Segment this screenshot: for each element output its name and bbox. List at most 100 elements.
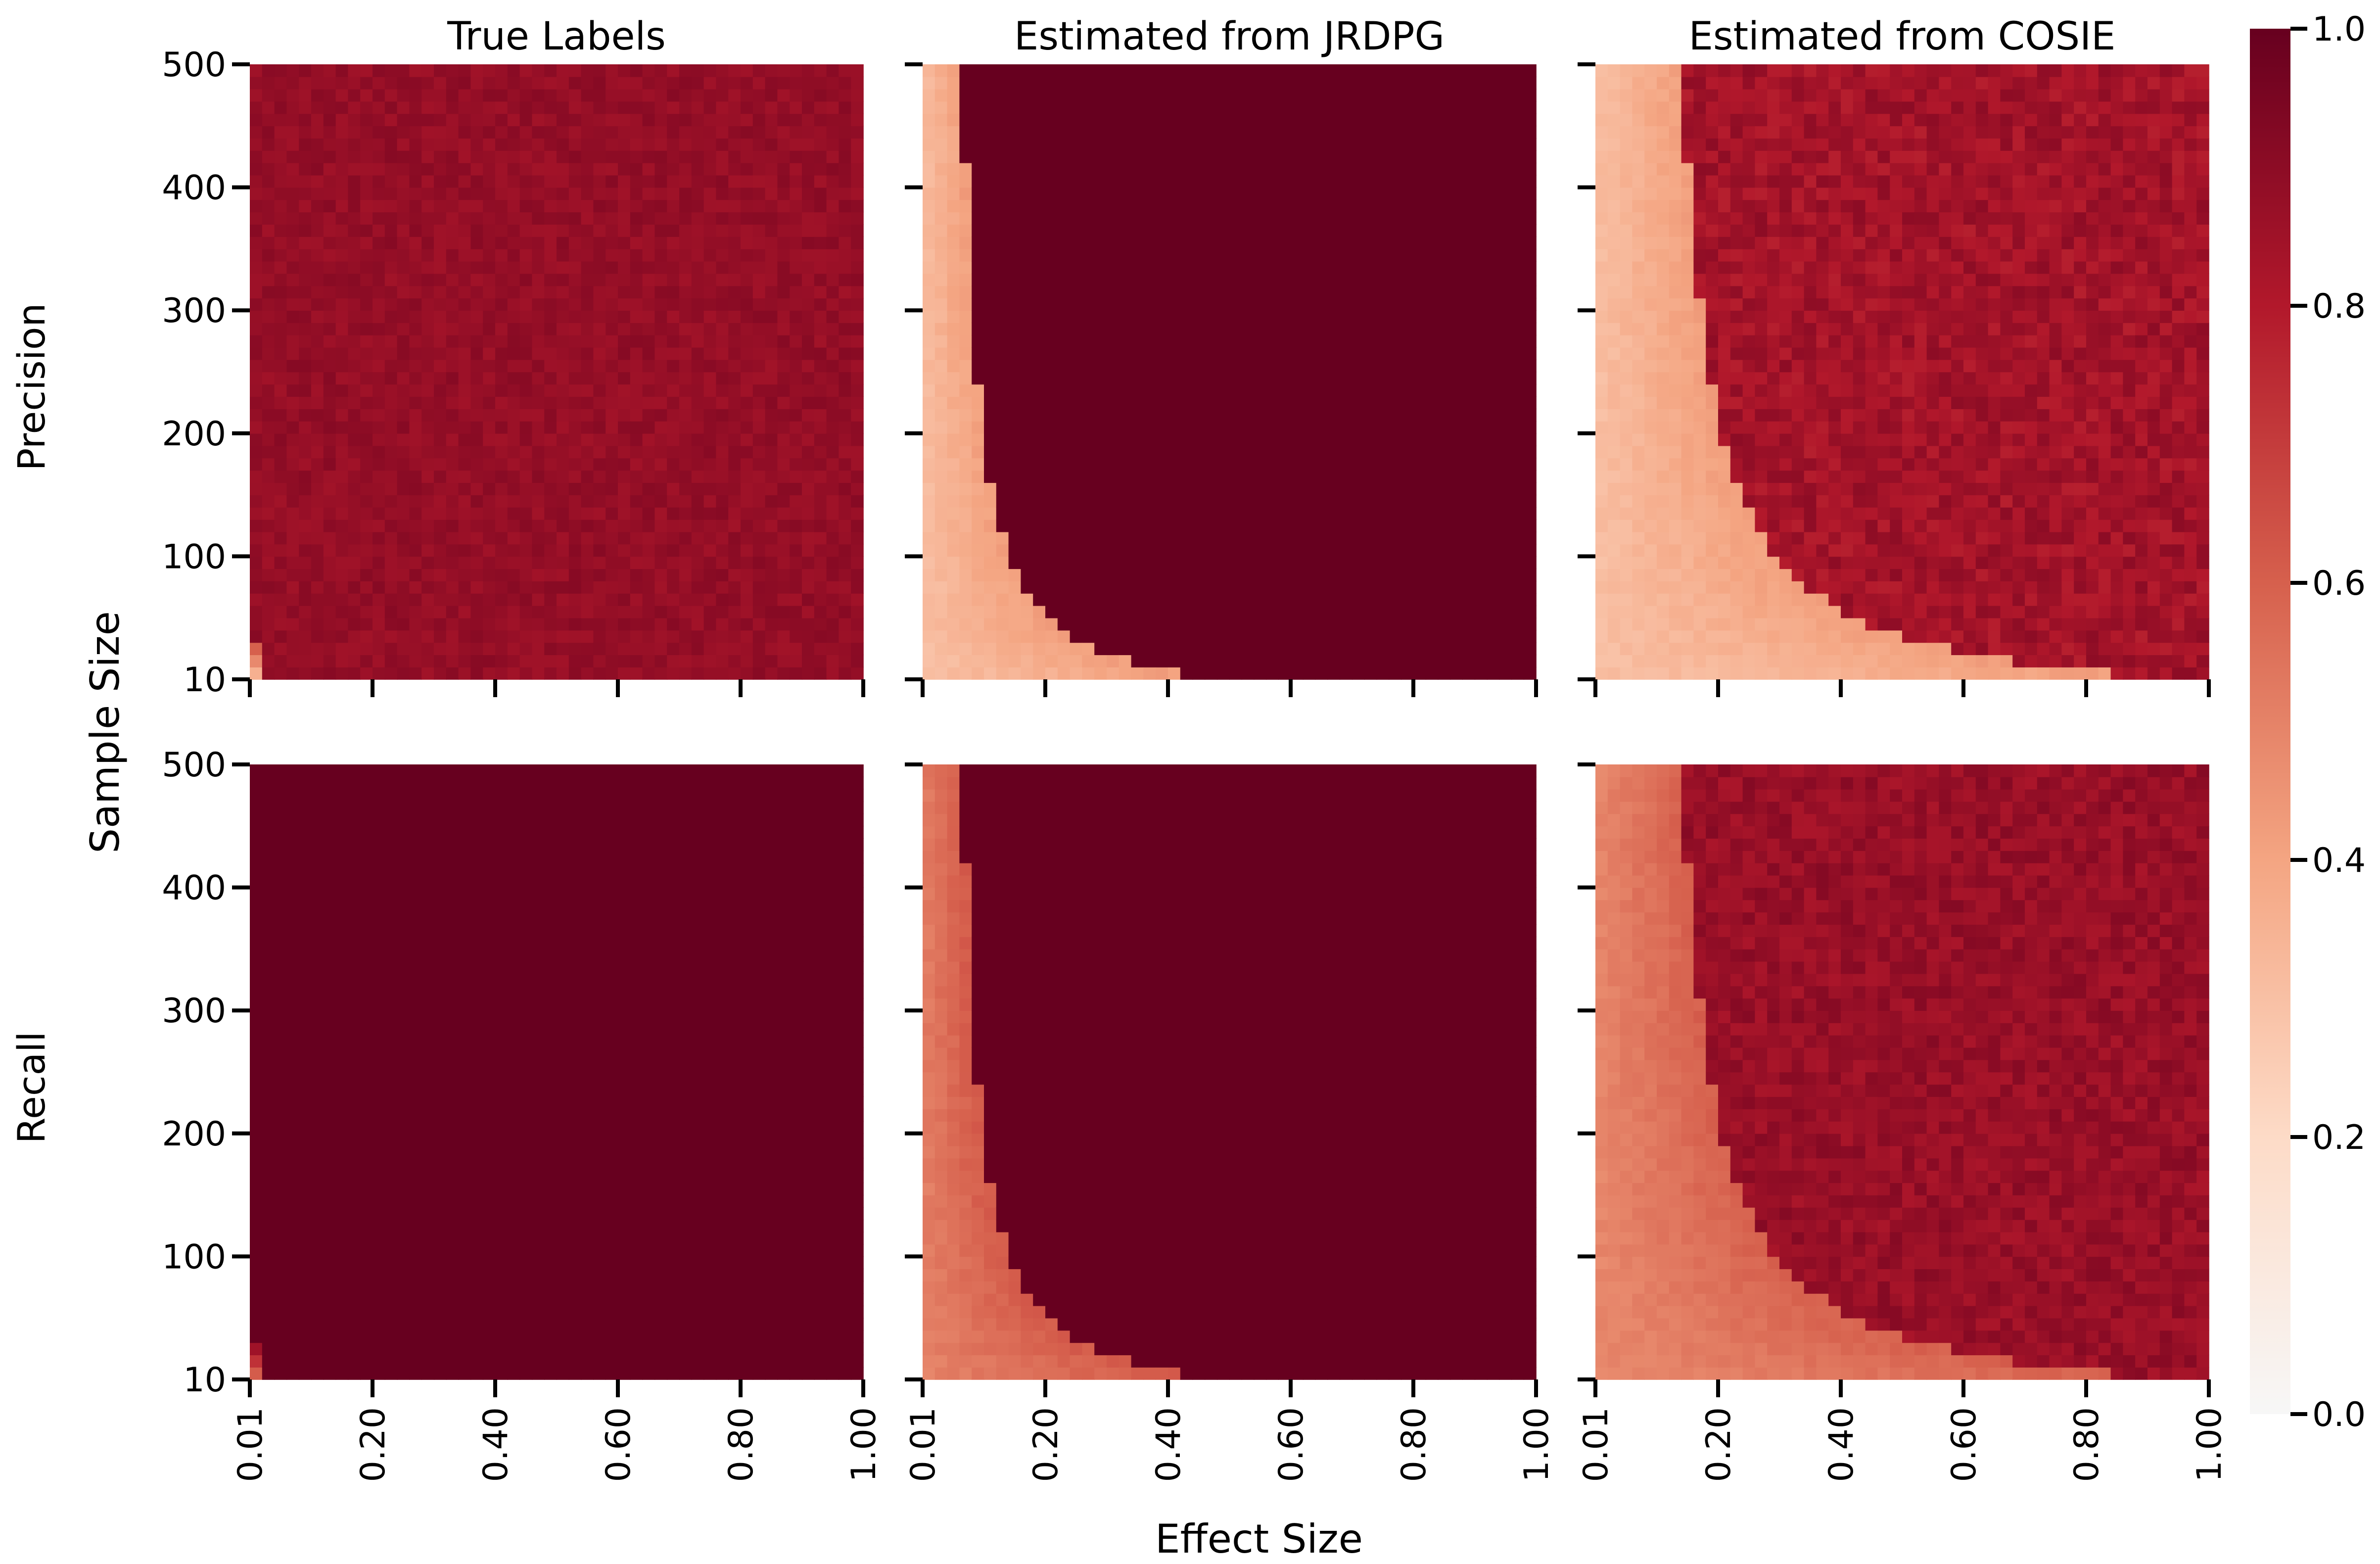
heatmap-cell [1266, 347, 1279, 360]
heatmap-cell [947, 113, 960, 127]
heatmap-cell [1303, 101, 1316, 114]
heatmap-cell [348, 248, 361, 262]
heatmap-cell [839, 569, 851, 581]
heatmap-cell [1254, 409, 1267, 422]
heatmap-cell [495, 162, 508, 176]
heatmap-cell [1192, 347, 1206, 360]
heatmap-cell [311, 113, 324, 127]
heatmap-cell [1180, 617, 1193, 631]
heatmap-cell [1327, 237, 1340, 249]
heatmap-cell [409, 667, 422, 680]
heatmap-cell [1045, 433, 1058, 446]
heatmap-cell [691, 433, 704, 446]
heatmap-cell [1205, 323, 1217, 335]
heatmap-cell [1364, 482, 1377, 495]
heatmap-cell [1205, 162, 1217, 176]
heatmap-cell [1045, 556, 1058, 569]
heatmap-cell [1045, 113, 1058, 127]
heatmap-cell [851, 482, 864, 495]
heatmap-cell [1021, 298, 1033, 311]
heatmap-cell [1524, 617, 1537, 631]
heatmap-cell [814, 310, 827, 323]
heatmap-cell [1291, 569, 1304, 581]
heatmap-cell [1450, 334, 1463, 348]
heatmap-cell [483, 384, 496, 397]
heatmap-cell [1131, 212, 1144, 225]
heatmap-cell [1180, 334, 1193, 348]
heatmap-cell [1143, 433, 1156, 446]
heatmap-cell [470, 64, 483, 77]
heatmap-cell [568, 470, 582, 483]
heatmap-cell [1401, 237, 1414, 249]
heatmap-cell [1340, 76, 1353, 90]
heatmap-cell [299, 237, 312, 249]
heatmap-cell [618, 531, 631, 545]
heatmap-cell [1352, 113, 1365, 127]
heatmap-cell [1401, 544, 1414, 557]
heatmap-cell [826, 470, 840, 483]
heatmap-cell [1266, 605, 1279, 618]
heatmap-cell [1413, 126, 1426, 139]
heatmap-cell [421, 495, 434, 508]
heatmap-cell [274, 359, 287, 373]
heatmap-cell [1070, 470, 1083, 483]
heatmap-cell [1487, 138, 1500, 151]
heatmap-cell [679, 64, 692, 77]
heatmap-cell [934, 298, 948, 311]
heatmap-cell [839, 310, 851, 323]
heatmap-cell [1327, 310, 1340, 323]
heatmap-cell [826, 421, 840, 434]
heatmap-cell [1156, 310, 1168, 323]
heatmap-cell [679, 150, 692, 163]
heatmap-cell [1376, 64, 1390, 77]
heatmap-cell [274, 199, 287, 213]
heatmap-cell [1401, 642, 1414, 656]
heatmap-cell [311, 359, 324, 373]
heatmap-cell [1475, 347, 1488, 360]
heatmap-cell [728, 581, 741, 594]
heatmap-cell [606, 175, 618, 188]
heatmap-cell [519, 617, 533, 631]
heatmap-cell [1315, 482, 1328, 495]
heatmap-cell [1401, 507, 1414, 520]
heatmap-cell [972, 372, 984, 385]
heatmap-cell [360, 212, 373, 225]
heatmap-cell [839, 248, 851, 262]
heatmap-cell [421, 273, 434, 286]
heatmap-cell [1475, 372, 1488, 385]
heatmap-cell [1425, 605, 1439, 618]
heatmap-cell [373, 224, 385, 237]
heatmap-cell [934, 89, 948, 102]
heatmap-cell [826, 605, 840, 618]
heatmap-cell [458, 617, 471, 631]
heatmap-cell [984, 261, 997, 274]
heatmap-cell [679, 76, 692, 90]
heatmap-cell [606, 89, 618, 102]
heatmap-cell [984, 630, 997, 643]
heatmap-cell [716, 237, 729, 249]
heatmap-cell [839, 384, 851, 397]
heatmap-cell [335, 605, 349, 618]
heatmap-cell [1499, 323, 1512, 335]
heatmap-cell [1511, 138, 1524, 151]
heatmap-cell [568, 199, 582, 213]
heatmap-cell [507, 212, 520, 225]
heatmap-cell [1266, 261, 1279, 274]
heatmap-cell [519, 64, 533, 77]
heatmap-cell [470, 261, 483, 274]
heatmap-cell [544, 581, 557, 594]
heatmap-cell [654, 175, 667, 188]
heatmap-cell [1364, 445, 1377, 459]
heatmap-cell [409, 261, 422, 274]
heatmap-cell [654, 556, 667, 569]
heatmap-cell [397, 569, 410, 581]
heatmap-cell [1462, 162, 1475, 176]
heatmap-cell [483, 285, 496, 299]
heatmap-cell [274, 212, 287, 225]
heatmap-cell [1057, 445, 1071, 459]
heatmap-cell [299, 396, 312, 409]
heatmap-cell [274, 421, 287, 434]
heatmap-cell [483, 113, 496, 127]
heatmap-cell [409, 298, 422, 311]
heatmap-cell [777, 556, 790, 569]
